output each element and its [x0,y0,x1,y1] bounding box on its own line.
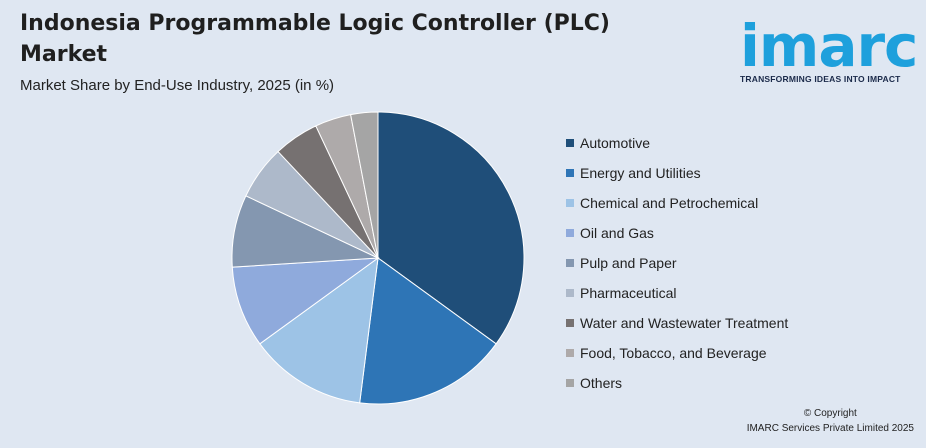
copyright-line: © Copyright [803,408,857,419]
legend-label: Automotive [580,135,651,151]
legend-item: Energy and Utilities [566,158,788,188]
copyright-notice: © Copyright IMARC Services Private Limit… [747,406,914,436]
legend-item: Pulp and Paper [566,248,788,278]
legend-label: Others [580,375,623,391]
legend-item: Automotive [566,128,788,158]
legend-swatch [566,199,574,207]
legend-label: Water and Wastewater Treatment [580,315,789,331]
legend-label: Energy and Utilities [580,165,701,181]
legend-item: Oil and Gas [566,218,788,248]
legend-item: Chemical and Petrochemical [566,188,788,218]
legend-swatch [566,259,574,267]
legend-label: Food, Tobacco, and Beverage [580,345,767,361]
imarc-logo-mark: imarc [740,12,918,80]
legend-label: Pulp and Paper [580,255,677,271]
legend-item: Pharmaceutical [566,278,788,308]
legend-item: Others [566,368,788,398]
legend-swatch [566,379,574,387]
legend-label: Pharmaceutical [580,285,677,301]
logo-tagline: TRANSFORMING IDEAS INTO IMPACT [740,74,901,84]
chart-title: Indonesia Programmable Logic Controller … [20,11,610,67]
imarc-logo: imarc TRANSFORMING IDEAS INTO IMPACT [740,6,918,86]
legend-label: Chemical and Petrochemical [580,195,759,211]
pie-slice-energy-and-utilities [359,257,497,405]
pie-slice-automotive [377,111,525,345]
legend-swatch [566,319,574,327]
copyright-company: IMARC Services Private Limited 2025 [746,423,914,434]
legend-swatch [566,169,574,177]
chart-legend: Automotive Energy and Utilities Chemical a… [566,128,788,398]
logo-brand-text: imarc [740,12,917,72]
legend-swatch [566,349,574,357]
legend-item: Food, Tobacco, and Beverage [566,338,788,368]
legend-swatch [566,229,574,237]
pie-slice-others [350,111,379,259]
legend-label: Oil and Gas [580,225,654,241]
legend-item: Water and Wastewater Treatment [566,308,788,338]
pie-slice-chemical-and-petrochemical [259,256,379,404]
pie-slice-oil-and-gas [231,257,380,345]
pie-chart [231,111,525,405]
legend-swatch [566,289,574,297]
chart-subtitle: Market Share by End-Use Industry, 2025 (… [20,77,335,94]
legend-swatch [566,139,574,147]
